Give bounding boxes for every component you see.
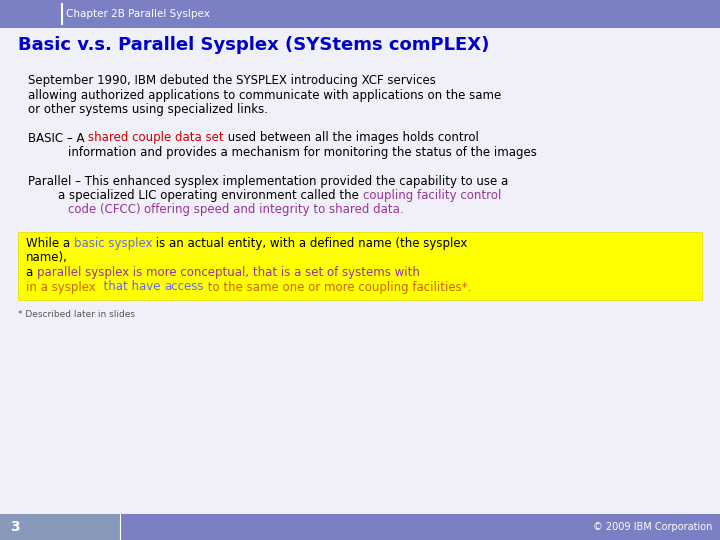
Text: © 2009 IBM Corporation: © 2009 IBM Corporation	[593, 522, 712, 532]
Text: or other systems using specialized links.: or other systems using specialized links…	[28, 103, 268, 116]
Text: to the same one or more coupling facilities*.: to the same one or more coupling facilit…	[204, 280, 471, 294]
Text: access: access	[164, 280, 204, 294]
Text: basic sysplex: basic sysplex	[74, 237, 153, 250]
Text: offering speed and integrity to shared data.: offering speed and integrity to shared d…	[145, 204, 404, 217]
Text: is more conceptual, that is a set of systems with: is more conceptual, that is a set of sys…	[130, 266, 420, 279]
Text: name),: name),	[26, 252, 68, 265]
Text: information and provides a mechanism for monitoring the status of the images: information and provides a mechanism for…	[68, 146, 537, 159]
Text: 3: 3	[10, 520, 19, 534]
Bar	[0, 0, 720, 28]
Text: While a: While a	[26, 237, 74, 250]
Text: used between all the images holds control: used between all the images holds contro…	[224, 132, 479, 145]
Text: Basic v.s. Parallel Sysplex (SYStems comPLEX): Basic v.s. Parallel Sysplex (SYStems com…	[18, 36, 490, 54]
Text: Chapter 2B Parallel Syslpex: Chapter 2B Parallel Syslpex	[66, 9, 210, 19]
Text: September 1990, IBM debuted the SYSPLEX introducing XCF services: September 1990, IBM debuted the SYSPLEX …	[28, 74, 436, 87]
Text: in a sysplex: in a sysplex	[26, 280, 96, 294]
Text: allowing authorized applications to communicate with applications on the same: allowing authorized applications to comm…	[28, 89, 501, 102]
Text: that have: that have	[96, 280, 164, 294]
Text: coupling facility control: coupling facility control	[363, 189, 501, 202]
Bar	[0, 514, 720, 540]
Text: is an actual entity, with a defined name (the sysplex: is an actual entity, with a defined name…	[153, 237, 468, 250]
Text: BASIC – A: BASIC – A	[28, 132, 89, 145]
Text: * Described later in slides: * Described later in slides	[18, 310, 135, 319]
Text: a specialized LIC operating environment called the: a specialized LIC operating environment …	[28, 189, 363, 202]
Bar	[0, 514, 120, 540]
Text: a: a	[26, 266, 37, 279]
Text: Parallel – This enhanced sysplex implementation provided the capability to use a: Parallel – This enhanced sysplex impleme…	[28, 174, 508, 187]
Text: parallel sysplex: parallel sysplex	[37, 266, 130, 279]
Bar	[18, 232, 702, 300]
Text: shared couple data set: shared couple data set	[89, 132, 224, 145]
Text: code (CFCC): code (CFCC)	[68, 204, 145, 217]
